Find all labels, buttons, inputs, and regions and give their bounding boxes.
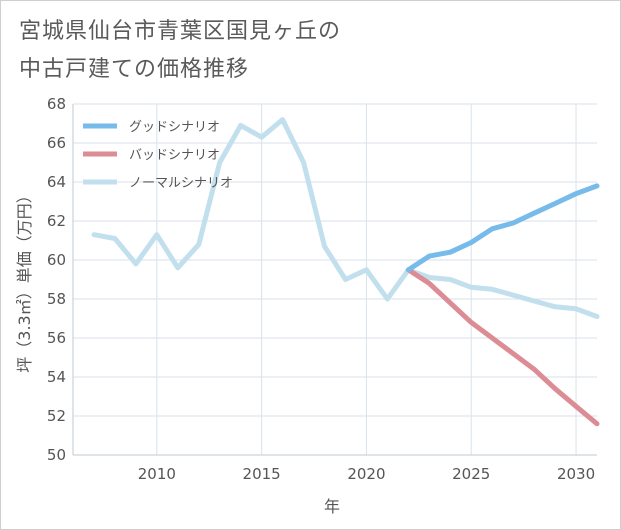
y-tick-label-2: 54 bbox=[47, 368, 66, 386]
series-lines bbox=[91, 117, 600, 427]
y-tick-label-5: 60 bbox=[47, 251, 66, 269]
x-tick-label-1: 2015 bbox=[243, 465, 281, 483]
x-tick-label-0: 2010 bbox=[138, 465, 176, 483]
series-line-2 bbox=[91, 117, 600, 319]
series-line-0 bbox=[405, 183, 600, 273]
y-tick-label-9: 68 bbox=[47, 95, 66, 113]
y-tick-label-4: 58 bbox=[47, 290, 66, 308]
legend-label-0: グッドシナリオ bbox=[129, 120, 220, 135]
x-tick-label-3: 2025 bbox=[452, 465, 490, 483]
y-tick-label-6: 62 bbox=[47, 212, 66, 230]
y-tick-label-7: 64 bbox=[47, 173, 66, 191]
legend-label-1: バッドシナリオ bbox=[129, 148, 220, 163]
chart-title-line2: 中古戸建ての価格推移 bbox=[19, 57, 250, 82]
series-line-1 bbox=[405, 267, 600, 427]
y-tick-label-1: 52 bbox=[47, 407, 66, 425]
plot-area bbox=[72, 104, 597, 456]
x-axis-ticks: 2010 2015 2020 2025 2030 bbox=[138, 465, 595, 483]
y-axis-label: 坪（3.3㎡）単価（万円） bbox=[15, 187, 34, 372]
y-axis-ticks: 50 52 54 56 58 60 62 64 66 68 bbox=[47, 95, 66, 464]
y-tick-label-3: 56 bbox=[47, 329, 66, 347]
legend-label-2: ノーマルシナリオ bbox=[129, 176, 233, 191]
chart-title-line1: 宮城県仙台市青葉区国見ヶ丘の bbox=[19, 19, 342, 44]
chart-title: 宮城県仙台市青葉区国見ヶ丘の 中古戸建ての価格推移 bbox=[19, 13, 341, 89]
x-tick-label-2: 2020 bbox=[347, 465, 385, 483]
x-axis-label: 年 bbox=[324, 497, 340, 516]
x-tick-label-4: 2030 bbox=[557, 465, 595, 483]
y-tick-label-8: 66 bbox=[47, 134, 66, 152]
y-tick-label-0: 50 bbox=[47, 446, 66, 464]
